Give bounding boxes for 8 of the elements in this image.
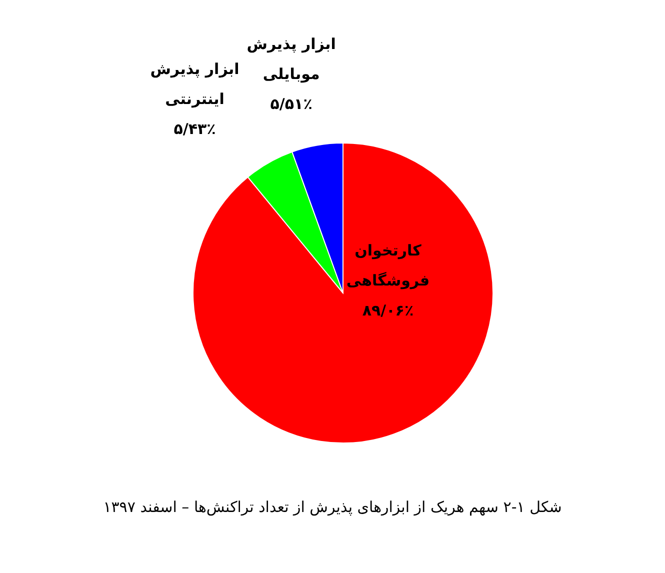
pie-slice <box>192 142 494 444</box>
data-label: ۸۹/۰۶٪ <box>362 302 414 320</box>
text: شکل ۱-۲ سهم هریک از ابزارهای پذیرش از تعداد تراکنش‌ها – اسفند ۱۳۹۷ <box>102 498 563 516</box>
slice-label: ابزار پذیرش موبایلی <box>246 34 336 83</box>
data-label: ۵/۴۳٪ <box>174 120 216 138</box>
data-label: ۵/۵۱٪ <box>270 94 312 113</box>
slice-label: ابزار پذیرش اینترنتی <box>150 60 240 108</box>
slice-label: کارتخوان فروشگاهی <box>346 242 430 290</box>
